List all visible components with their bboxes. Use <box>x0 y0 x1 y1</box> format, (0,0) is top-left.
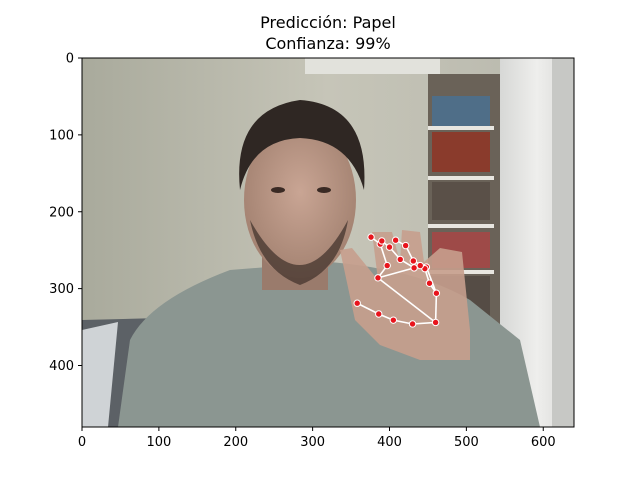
x-tick-label: 600 <box>531 435 556 450</box>
landmark-connection <box>412 321 436 325</box>
hand-landmark-point <box>385 243 394 251</box>
title-confidence: Confianza: 99% <box>265 34 390 53</box>
landmark-connection <box>377 267 415 279</box>
y-tick-label: 200 <box>49 205 74 220</box>
hand-landmark-point <box>425 279 434 287</box>
hand-landmark-point <box>378 237 386 245</box>
y-tick-label: 400 <box>49 359 74 374</box>
hand-landmark-point <box>409 257 418 265</box>
y-tick-label: 300 <box>49 282 74 297</box>
hand-landmark-point <box>410 264 418 272</box>
title-prediction: Predicción: Papel <box>260 13 396 32</box>
hand-landmark-point <box>374 274 382 282</box>
air-conditioner <box>305 58 440 74</box>
landmark-connection <box>356 302 380 315</box>
x-tick-label: 500 <box>454 435 479 450</box>
landmark-connection <box>379 243 388 266</box>
y-axis: 0 100 200 300 400 <box>49 52 82 374</box>
hand-landmark-point <box>391 236 400 244</box>
webcam-photo <box>82 58 574 427</box>
x-tick-label: 200 <box>223 435 248 450</box>
hand-skeleton <box>353 233 441 328</box>
x-tick-label: 300 <box>300 435 325 450</box>
x-tick-label: 400 <box>377 435 402 450</box>
hand-landmark-point <box>375 310 383 318</box>
landmark-connection <box>377 277 437 324</box>
hand-landmark-point <box>401 241 410 250</box>
landmark-connection <box>434 293 438 323</box>
axes-frame <box>81 57 575 428</box>
hand-landmark-point <box>432 289 441 297</box>
x-tick-label: 0 <box>78 435 86 450</box>
hand <box>340 230 470 360</box>
x-tick-label: 100 <box>146 435 171 450</box>
hand-landmark-point <box>367 233 375 241</box>
hand-landmark-point <box>408 320 417 328</box>
hand-landmark-point <box>353 299 361 307</box>
hand-landmark-point <box>431 318 440 327</box>
bookshelf <box>428 74 500 324</box>
hand-landmark-point <box>383 261 391 270</box>
hand-landmark-point <box>416 261 424 270</box>
hand-landmark-point <box>396 255 404 264</box>
y-tick-label: 100 <box>49 128 74 143</box>
person-face <box>244 122 356 278</box>
y-tick-label: 0 <box>66 52 74 67</box>
x-axis: 0 100 200 300 400 500 600 <box>78 427 556 450</box>
hand-landmark-point <box>389 316 398 324</box>
